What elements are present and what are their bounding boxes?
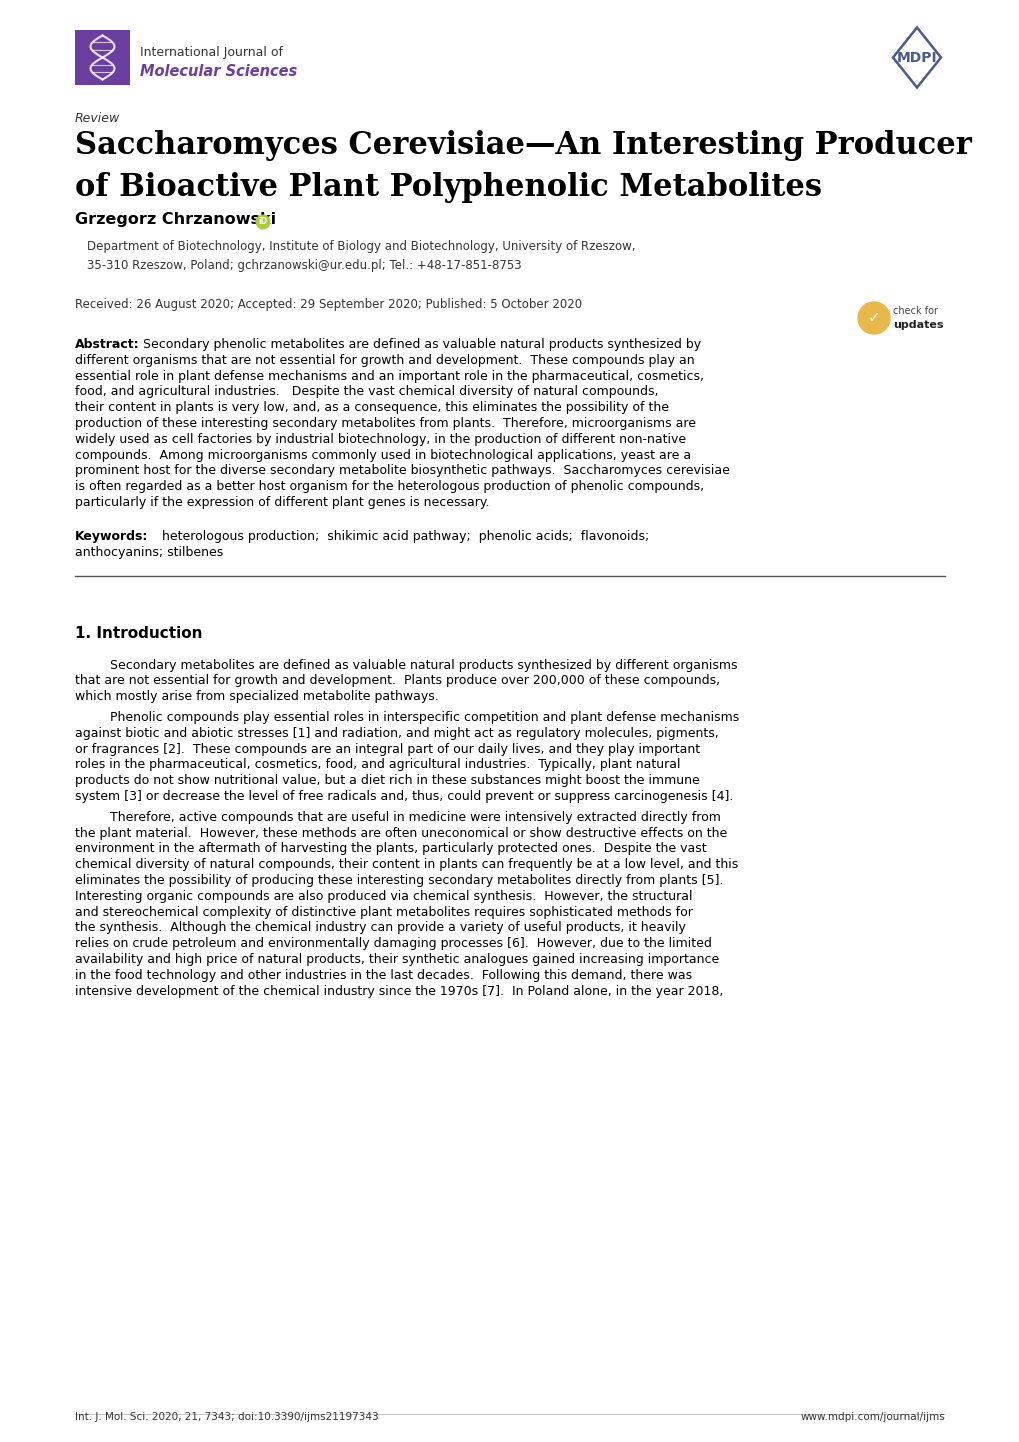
Text: relies on crude petroleum and environmentally damaging processes [6].  However, : relies on crude petroleum and environmen… [75, 937, 711, 950]
Text: widely used as cell factories by industrial biotechnology, in the production of : widely used as cell factories by industr… [75, 433, 686, 446]
Text: Int. J. Mol. Sci. 2020, 21, 7343; doi:10.3390/ijms21197343: Int. J. Mol. Sci. 2020, 21, 7343; doi:10… [75, 1412, 378, 1422]
Text: essential role in plant defense mechanisms and an important role in the pharmace: essential role in plant defense mechanis… [75, 369, 703, 382]
Text: production of these interesting secondary metabolites from plants.  Therefore, m: production of these interesting secondar… [75, 417, 695, 430]
Text: products do not show nutritional value, but a diet rich in these substances migh: products do not show nutritional value, … [75, 774, 699, 787]
Text: eliminates the possibility of producing these interesting secondary metabolites : eliminates the possibility of producing … [75, 874, 722, 887]
Text: in the food technology and other industries in the last decades.  Following this: in the food technology and other industr… [75, 969, 692, 982]
Text: Abstract:: Abstract: [75, 337, 140, 350]
Circle shape [256, 215, 270, 229]
Text: system [3] or decrease the level of free radicals and, thus, could prevent or su: system [3] or decrease the level of free… [75, 790, 733, 803]
Text: and stereochemical complexity of distinctive plant metabolites requires sophisti: and stereochemical complexity of distinc… [75, 906, 692, 919]
Text: that are not essential for growth and development.  Plants produce over 200,000 : that are not essential for growth and de… [75, 675, 719, 688]
Text: Saccharomyces Cerevisiae—An Interesting Producer: Saccharomyces Cerevisiae—An Interesting … [75, 130, 971, 162]
FancyBboxPatch shape [75, 30, 129, 85]
Text: of Bioactive Plant Polyphenolic Metabolites: of Bioactive Plant Polyphenolic Metaboli… [75, 172, 821, 203]
Text: environment in the aftermath of harvesting the plants, particularly protected on: environment in the aftermath of harvesti… [75, 842, 706, 855]
Text: compounds.  Among microorganisms commonly used in biotechnological applications,: compounds. Among microorganisms commonly… [75, 448, 691, 461]
Circle shape [857, 301, 890, 335]
Text: Interesting organic compounds are also produced via chemical synthesis.  However: Interesting organic compounds are also p… [75, 890, 692, 903]
Text: their content in plants is very low, and, as a consequence, this eliminates the : their content in plants is very low, and… [75, 401, 668, 414]
Text: 35-310 Rzeszow, Poland; gchrzanowski@ur.edu.pl; Tel.: +48-17-851-8753: 35-310 Rzeszow, Poland; gchrzanowski@ur.… [87, 260, 521, 273]
Text: MDPI: MDPI [896, 50, 936, 65]
Text: is often regarded as a better host organism for the heterologous production of p: is often regarded as a better host organ… [75, 480, 703, 493]
Text: Keywords:: Keywords: [75, 529, 148, 542]
Text: updates: updates [892, 320, 943, 330]
Text: different organisms that are not essential for growth and development.  These co: different organisms that are not essenti… [75, 353, 694, 366]
Text: check for: check for [892, 306, 937, 316]
Text: particularly if the expression of different plant genes is necessary.: particularly if the expression of differ… [75, 496, 489, 509]
Text: the synthesis.  Although the chemical industry can provide a variety of useful p: the synthesis. Although the chemical ind… [75, 921, 685, 934]
Text: availability and high price of natural products, their synthetic analogues gaine: availability and high price of natural p… [75, 953, 718, 966]
Text: against biotic and abiotic stresses [1] and radiation, and might act as regulato: against biotic and abiotic stresses [1] … [75, 727, 718, 740]
Text: Received: 26 August 2020; Accepted: 29 September 2020; Published: 5 October 2020: Received: 26 August 2020; Accepted: 29 S… [75, 298, 582, 311]
Text: Department of Biotechnology, Institute of Biology and Biotechnology, University : Department of Biotechnology, Institute o… [87, 239, 635, 252]
Text: Phenolic compounds play essential roles in interspecific competition and plant d: Phenolic compounds play essential roles … [110, 711, 739, 724]
Text: Secondary metabolites are defined as valuable natural products synthesized by di: Secondary metabolites are defined as val… [110, 659, 737, 672]
Text: chemical diversity of natural compounds, their content in plants can frequently : chemical diversity of natural compounds,… [75, 858, 738, 871]
Text: roles in the pharmaceutical, cosmetics, food, and agricultural industries.  Typi: roles in the pharmaceutical, cosmetics, … [75, 758, 680, 771]
Text: or fragrances [2].  These compounds are an integral part of our daily lives, and: or fragrances [2]. These compounds are a… [75, 743, 699, 756]
Text: iD: iD [258, 218, 267, 226]
Text: Molecular Sciences: Molecular Sciences [140, 63, 297, 79]
Text: www.mdpi.com/journal/ijms: www.mdpi.com/journal/ijms [800, 1412, 944, 1422]
Text: food, and agricultural industries.   Despite the vast chemical diversity of natu: food, and agricultural industries. Despi… [75, 385, 658, 398]
Text: ✓: ✓ [867, 310, 879, 326]
Text: the plant material.  However, these methods are often uneconomical or show destr: the plant material. However, these metho… [75, 826, 727, 839]
Text: Review: Review [75, 112, 120, 125]
Text: which mostly arise from specialized metabolite pathways.: which mostly arise from specialized meta… [75, 691, 438, 704]
Text: heterologous production;  shikimic acid pathway;  phenolic acids;  flavonoids;: heterologous production; shikimic acid p… [150, 529, 649, 542]
Text: prominent host for the diverse secondary metabolite biosynthetic pathways.  Sacc: prominent host for the diverse secondary… [75, 464, 730, 477]
Text: Secondary phenolic metabolites are defined as valuable natural products synthesi: Secondary phenolic metabolites are defin… [143, 337, 700, 350]
Text: 1. Introduction: 1. Introduction [75, 626, 203, 640]
Text: anthocyanins; stilbenes: anthocyanins; stilbenes [75, 545, 223, 558]
Text: International Journal of: International Journal of [140, 46, 282, 59]
Text: Grzegorz Chrzanowski: Grzegorz Chrzanowski [75, 212, 276, 226]
Text: intensive development of the chemical industry since the 1970s [7].  In Poland a: intensive development of the chemical in… [75, 985, 722, 998]
Text: Therefore, active compounds that are useful in medicine were intensively extract: Therefore, active compounds that are use… [110, 810, 720, 823]
